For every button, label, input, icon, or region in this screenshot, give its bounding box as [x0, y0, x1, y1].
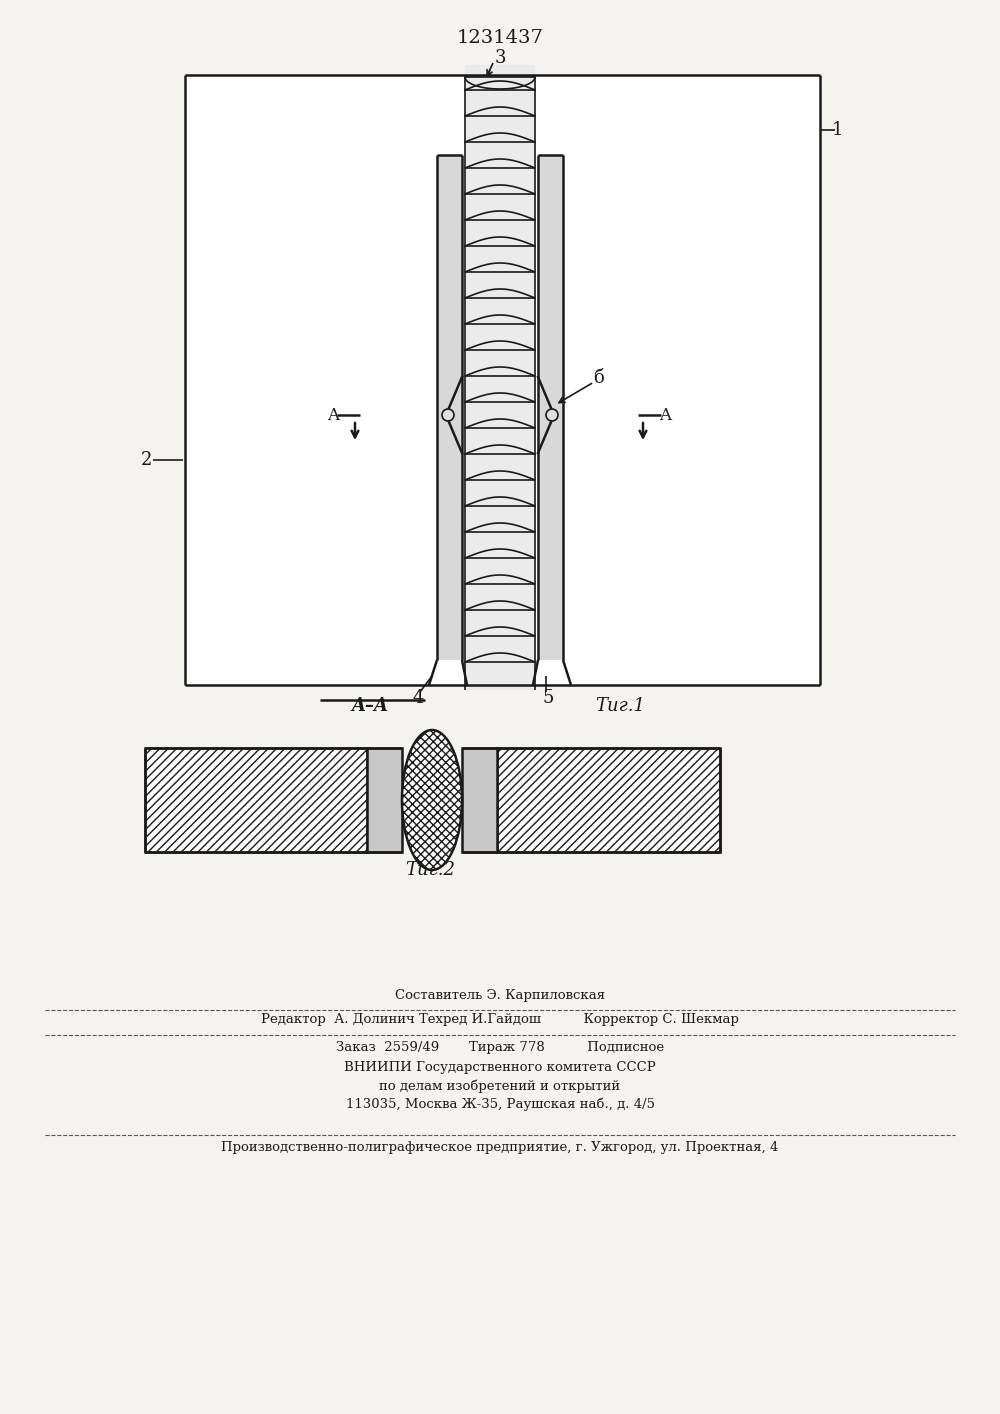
Text: A: A [327, 406, 339, 424]
Text: Τиг.1: Τиг.1 [595, 697, 645, 715]
Text: 4: 4 [412, 689, 424, 707]
Text: б: б [593, 369, 603, 387]
Text: Заказ  2559/49       Тираж 778          Подписное: Заказ 2559/49 Тираж 778 Подписное [336, 1042, 664, 1055]
Bar [538, 156, 563, 660]
Text: ВНИИПИ Государственного комитета СССР: ВНИИПИ Государственного комитета СССР [344, 1062, 656, 1075]
Polygon shape [367, 748, 402, 853]
Text: Редактор  А. Долинич Техред И.Гайдош          Корректор С. Шекмар: Редактор А. Долинич Техред И.Гайдош Корр… [261, 1014, 739, 1027]
Bar [185, 75, 820, 684]
Text: Составитель Э. Карпиловская: Составитель Э. Карпиловская [395, 988, 605, 1001]
Text: Τиг.2: Τиг.2 [405, 861, 455, 880]
Bar [437, 156, 462, 660]
Circle shape [442, 409, 454, 421]
Text: 1231437: 1231437 [457, 30, 543, 47]
Text: 2: 2 [141, 451, 152, 469]
Text: Производственно-полиграфическое предприятие, г. Ужгород, ул. Проектная, 4: Производственно-полиграфическое предприя… [221, 1141, 779, 1154]
Text: 1: 1 [832, 122, 844, 139]
Circle shape [546, 409, 558, 421]
Polygon shape [497, 748, 720, 853]
Polygon shape [145, 748, 367, 853]
Polygon shape [462, 748, 497, 853]
Text: 113035, Москва Ж-35, Раушская наб., д. 4/5: 113035, Москва Ж-35, Раушская наб., д. 4… [346, 1097, 654, 1111]
Text: 3: 3 [494, 49, 506, 66]
Text: 5: 5 [542, 689, 554, 707]
Bar [465, 65, 535, 690]
Text: по делам изобретений и открытий: по делам изобретений и открытий [379, 1079, 621, 1093]
Text: A–A: A–A [352, 697, 388, 715]
Ellipse shape [402, 730, 462, 870]
Text: A: A [659, 406, 671, 424]
